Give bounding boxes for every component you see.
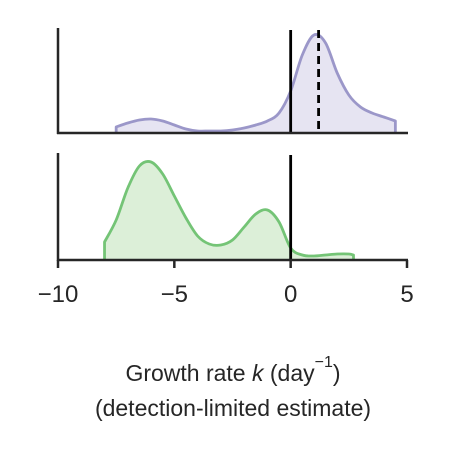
x-axis: −10 −5 0 5 (38, 260, 414, 308)
bottom-density-curve (103, 160, 355, 260)
top-density-area (116, 34, 396, 133)
x-axis-label-line2: (detection-limited estimate) (95, 395, 371, 421)
x-tick-label: −5 (161, 281, 188, 308)
x-axis-label-close: ) (333, 360, 341, 386)
x-axis-label-text: Growth rate (125, 360, 252, 386)
bottom-density-area (104, 161, 354, 260)
x-tick-label: 5 (400, 281, 413, 308)
top-panel (56, 28, 408, 135)
x-tick-label: −10 (38, 281, 79, 308)
top-density-curve (114, 33, 397, 133)
x-axis-label-variable: k (252, 360, 265, 386)
x-axis-label-exponent: −1 (315, 354, 333, 371)
x-axis-label: Growth rate k (day−1) (125, 354, 340, 386)
bottom-panel (56, 153, 408, 262)
x-axis-label-unit: (day (263, 360, 315, 386)
x-tick-label: 0 (284, 281, 297, 308)
